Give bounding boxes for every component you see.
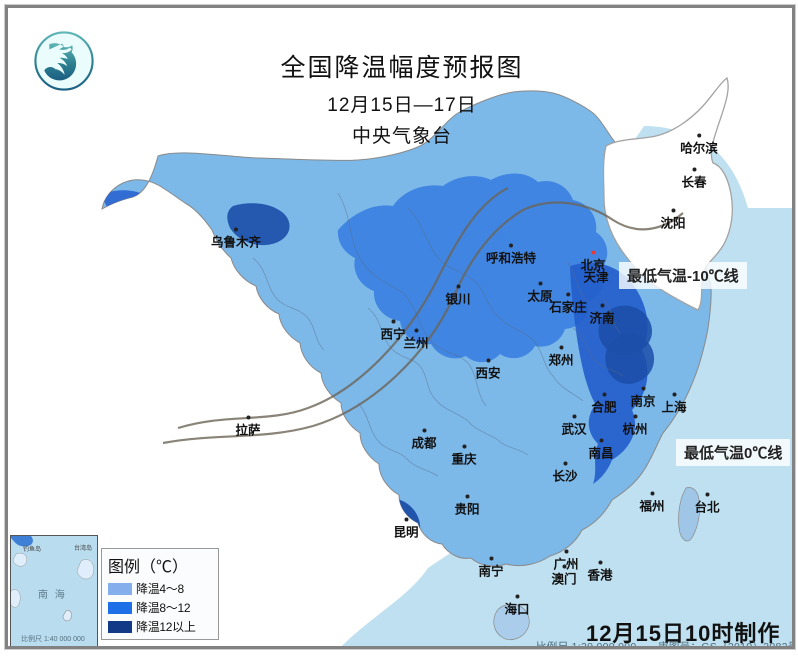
svg-text:台湾岛: 台湾岛 [74, 544, 92, 552]
svg-text:钓鱼岛: 钓鱼岛 [23, 545, 41, 553]
